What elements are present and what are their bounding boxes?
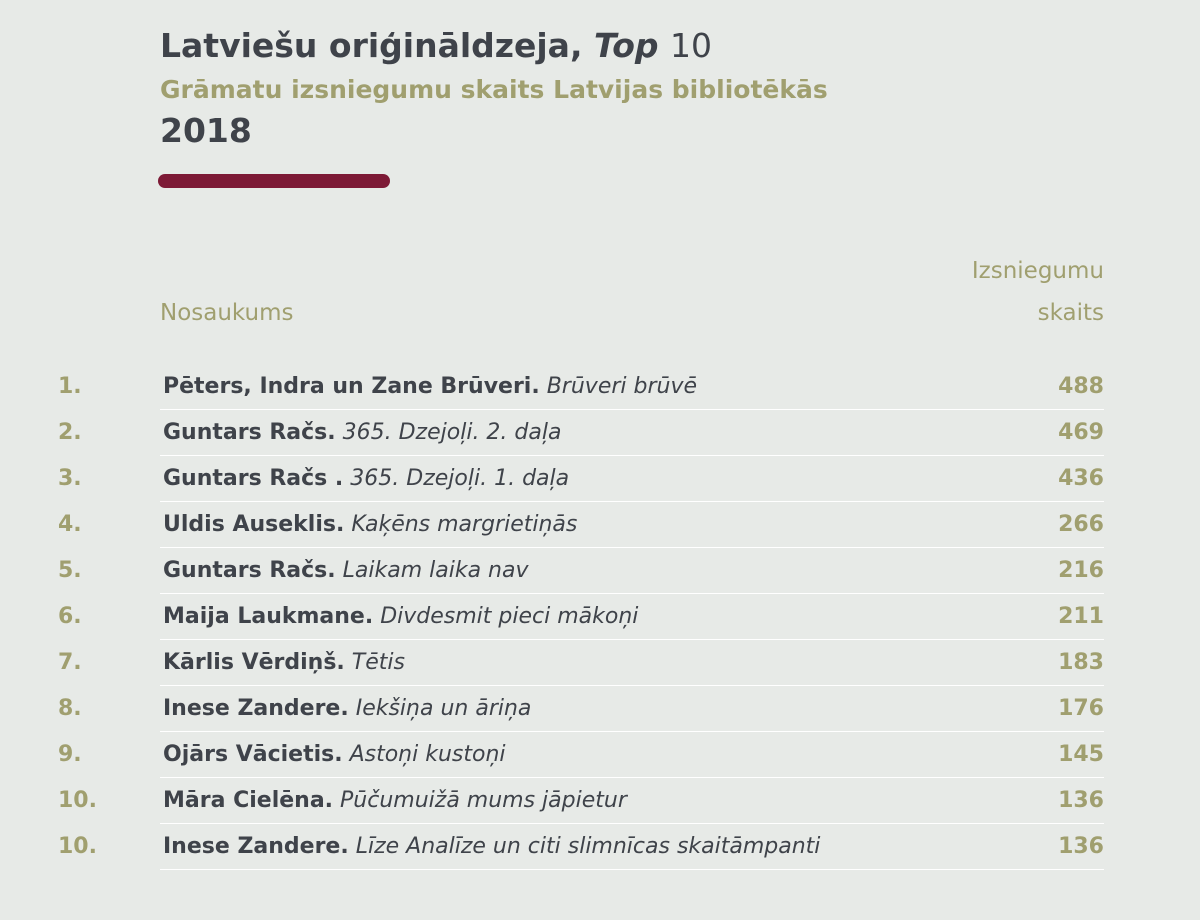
- book-title: Laikam laika nav: [342, 558, 529, 583]
- book-title: 365. Dzejoļi. 2. daļa: [342, 420, 562, 445]
- book-title: Iekšiņa un āriņa: [355, 696, 532, 721]
- rank-label: 2.: [58, 420, 82, 445]
- table-row: 7. Kārlis Vērdiņš. Tētis 183: [0, 640, 1200, 686]
- author-name: Māra Cielēna.: [163, 788, 334, 813]
- year-label: 2018: [160, 111, 252, 150]
- rank-label: 1.: [58, 374, 82, 399]
- table-row: 2. Guntars Račs. 365. Dzejoļi. 2. daļa 469: [0, 410, 1200, 456]
- row-divider: [160, 823, 1104, 824]
- column-header-count: Izsniegumu skaits: [972, 250, 1104, 334]
- loan-count: 136: [1058, 834, 1104, 859]
- rank-label: 3.: [58, 466, 82, 491]
- author-name: Guntars Račs.: [163, 558, 336, 583]
- author-name: Ojārs Vācietis.: [163, 742, 343, 767]
- ranking-table: 1. Pēters, Indra un Zane Brūveri. Brūveri …: [0, 364, 1200, 870]
- loan-count: 136: [1058, 788, 1104, 813]
- row-divider: [160, 639, 1104, 640]
- table-row: 5. Guntars Račs. Laikam laika nav 216: [0, 548, 1200, 594]
- author-name: Uldis Auseklis.: [163, 512, 345, 537]
- rank-label: 8.: [58, 696, 82, 721]
- row-divider: [160, 593, 1104, 594]
- book-entry: Guntars Račs. 365. Dzejoļi. 2. daļa: [163, 410, 561, 456]
- table-row: 8. Inese Zandere. Iekšiņa un āriņa 176: [0, 686, 1200, 732]
- column-header-name: Nosaukums: [160, 300, 294, 326]
- author-name: Kārlis Vērdiņš.: [163, 650, 345, 675]
- title-italic: Top: [593, 26, 659, 65]
- table-row: 4. Uldis Auseklis. Kaķēns margrietiņās 266: [0, 502, 1200, 548]
- rank-label: 6.: [58, 604, 82, 629]
- loan-count: 436: [1058, 466, 1104, 491]
- row-divider: [160, 455, 1104, 456]
- book-entry: Maija Laukmane. Divdesmit pieci mākoņi: [163, 594, 638, 640]
- rank-label: 7.: [58, 650, 82, 675]
- book-title: Divdesmit pieci mākoņi: [380, 604, 639, 629]
- book-title: Kaķēns margrietiņās: [351, 512, 578, 537]
- column-header-count-line2: skaits: [1037, 300, 1104, 326]
- book-title: 365. Dzejoļi. 1. daļa: [350, 466, 570, 491]
- table-row: 6. Maija Laukmane. Divdesmit pieci mākoņi 2…: [0, 594, 1200, 640]
- loan-count: 211: [1058, 604, 1104, 629]
- book-entry: Uldis Auseklis. Kaķēns margrietiņās: [163, 502, 577, 548]
- book-title: Astoņi kustoņi: [349, 742, 506, 767]
- table-row: 9. Ojārs Vācietis. Astoņi kustoņi 145: [0, 732, 1200, 778]
- author-name: Guntars Račs.: [163, 420, 336, 445]
- book-entry: Māra Cielēna. Pūčumuižā mums jāpietur: [163, 778, 627, 824]
- book-entry: Ojārs Vācietis. Astoņi kustoņi: [163, 732, 506, 778]
- loan-count: 183: [1058, 650, 1104, 675]
- author-name: Pēters, Indra un Zane Brūveri.: [163, 374, 540, 399]
- book-entry: Kārlis Vērdiņš. Tētis: [163, 640, 405, 686]
- rank-label: 9.: [58, 742, 82, 767]
- table-row: 1. Pēters, Indra un Zane Brūveri. Brūveri …: [0, 364, 1200, 410]
- column-header-count-line1: Izsniegumu: [971, 258, 1104, 284]
- row-divider: [160, 409, 1104, 410]
- loan-count: 176: [1058, 696, 1104, 721]
- table-row: 10. Inese Zandere. Līze Analīze un citi sl…: [0, 824, 1200, 870]
- rank-label: 10.: [58, 788, 97, 813]
- loan-count: 216: [1058, 558, 1104, 583]
- page-subtitle: Grāmatu izsniegumu skaits Latvijas bibli…: [160, 75, 828, 104]
- book-entry: Inese Zandere. Līze Analīze un citi slimn…: [163, 824, 820, 870]
- rank-label: 5.: [58, 558, 82, 583]
- title-main: Latviešu oriģināldzeja,: [160, 26, 594, 65]
- book-title: Brūveri brūvē: [546, 374, 698, 399]
- table-row: 10. Māra Cielēna. Pūčumuižā mums jāpietur 1…: [0, 778, 1200, 824]
- page-title: Latviešu oriģināldzeja, Top 10: [160, 26, 712, 66]
- row-divider: [160, 501, 1104, 502]
- book-title: Līze Analīze un citi slimnīcas skaitāmpa…: [355, 834, 821, 859]
- loan-count: 145: [1058, 742, 1104, 767]
- accent-divider: [158, 174, 390, 188]
- loan-count: 266: [1058, 512, 1104, 537]
- book-title: Tētis: [351, 650, 405, 675]
- table-row: 3. Guntars Račs . 365. Dzejoļi. 1. daļa 436: [0, 456, 1200, 502]
- title-number: 10: [670, 26, 713, 65]
- loan-count: 469: [1058, 420, 1104, 445]
- rank-label: 10.: [58, 834, 97, 859]
- book-entry: Guntars Račs . 365. Dzejoļi. 1. daļa: [163, 456, 569, 502]
- row-divider: [160, 869, 1104, 870]
- book-entry: Guntars Račs. Laikam laika nav: [163, 548, 529, 594]
- author-name: Maija Laukmane.: [163, 604, 374, 629]
- book-title: Pūčumuižā mums jāpietur: [340, 788, 627, 813]
- book-entry: Inese Zandere. Iekšiņa un āriņa: [163, 686, 531, 732]
- book-entry: Pēters, Indra un Zane Brūveri. Brūveri br…: [163, 364, 697, 410]
- author-name: Inese Zandere.: [163, 696, 349, 721]
- author-name: Guntars Račs .: [163, 466, 344, 491]
- rank-label: 4.: [58, 512, 82, 537]
- row-divider: [160, 685, 1104, 686]
- row-divider: [160, 547, 1104, 548]
- loan-count: 488: [1058, 374, 1104, 399]
- row-divider: [160, 777, 1104, 778]
- row-divider: [160, 731, 1104, 732]
- author-name: Inese Zandere.: [163, 834, 349, 859]
